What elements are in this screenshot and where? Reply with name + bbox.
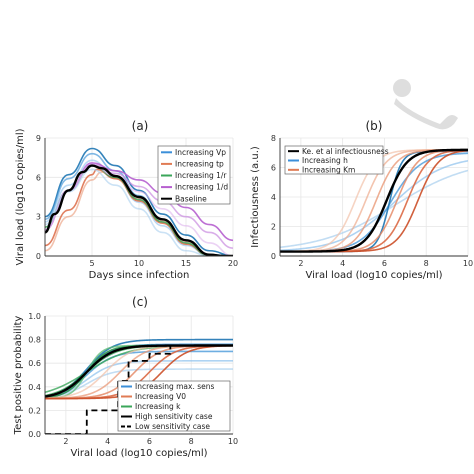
legend-label: Increasing V0	[135, 392, 186, 401]
legend-label: Low sensitivity case	[135, 422, 210, 431]
y-tick-label: 6	[36, 173, 41, 182]
legend-box	[284, 145, 384, 175]
series-line	[45, 164, 233, 256]
panel-c-title: (c)	[132, 295, 148, 309]
x-tick-label: 20	[228, 259, 238, 268]
panel-c: 2 4 6 8 10 0.0 0.2 0.4 0.6 0.8 1.0 Viral load (log1…	[13, 312, 238, 459]
x-axis-label: Viral load (log10 copies/ml)	[305, 270, 442, 281]
series-line	[45, 164, 233, 256]
x-tick-label: 5	[89, 259, 94, 268]
y-axis-label: Infectiousness (a.u.)	[250, 146, 261, 248]
legend-label: Increasing tp	[175, 160, 224, 169]
y-tick-label: 0.8	[28, 336, 41, 345]
legend-label: Increasing h	[302, 156, 348, 165]
panel-a: 5 10 15 20 0 3 6 9 Days since infection Viral loa…	[15, 128, 238, 281]
y-tick-label: 0.0	[28, 430, 41, 439]
series-line	[45, 168, 233, 256]
y-tick-label: 2	[271, 223, 276, 232]
legend-label: High sensitivity case	[135, 412, 213, 421]
x-tick-label: 15	[181, 259, 191, 268]
series-group	[45, 338, 233, 434]
x-tick-label: 8	[189, 437, 194, 446]
y-tick-label: 0.4	[28, 383, 41, 392]
legend-label: Increasing 1/d	[175, 183, 228, 192]
watermark-logo	[393, 79, 458, 130]
x-tick-label: 8	[424, 259, 429, 268]
y-tick-label: 6	[271, 164, 276, 173]
x-tick-label: 2	[63, 437, 68, 446]
x-tick-label: 6	[147, 437, 152, 446]
panel-a-title: (a)	[132, 119, 149, 133]
series-group	[45, 147, 233, 256]
x-tick-label: 6	[382, 259, 387, 268]
y-tick-label: 4	[271, 193, 276, 202]
panel-b: 2 4 6 8 10 0 2 4 6 8 Viral load (log10 copies/ml) I…	[250, 134, 473, 281]
series-line	[45, 147, 233, 256]
x-axis-label: Days since infection	[89, 270, 190, 281]
y-tick-label: 0.2	[28, 406, 41, 415]
series-line	[280, 169, 468, 249]
x-tick-label: 4	[105, 437, 110, 446]
panel-b-title: (b)	[366, 119, 383, 133]
legend-label: Ke. et al infectiousness	[302, 147, 389, 156]
series-line	[280, 148, 468, 253]
y-tick-label: 8	[271, 134, 276, 143]
series-line	[45, 344, 233, 434]
y-tick-label: 1.0	[28, 312, 41, 321]
y-tick-label: 0.6	[28, 359, 41, 368]
x-tick-label: 10	[134, 259, 144, 268]
series-group	[280, 148, 468, 253]
legend-label: Increasing Km	[302, 165, 355, 174]
y-tick-label: 0	[271, 252, 276, 261]
legend-label: Increasing 1/r	[175, 171, 227, 180]
x-tick-label: 2	[298, 259, 303, 268]
legend-label: Increasing k	[135, 402, 181, 411]
x-axis-label: Viral load (log10 copies/ml)	[70, 448, 207, 459]
y-tick-label: 0	[36, 252, 41, 261]
series-line	[280, 160, 468, 252]
series-line	[45, 368, 233, 399]
x-tick-label: 10	[463, 259, 473, 268]
y-tick-label: 3	[36, 213, 41, 222]
x-tick-label: 10	[228, 437, 238, 446]
y-axis-label: Viral load (log10 copies/ml)	[15, 128, 26, 265]
x-tick-label: 4	[340, 259, 345, 268]
legend-label: Increasing Vp	[175, 148, 226, 157]
legend-label: Baseline	[175, 194, 207, 203]
y-tick-label: 9	[36, 134, 41, 143]
y-axis-label: Test positive probability	[13, 316, 24, 436]
legend-box	[117, 380, 231, 432]
legend-label: Increasing max. sens	[135, 382, 214, 391]
